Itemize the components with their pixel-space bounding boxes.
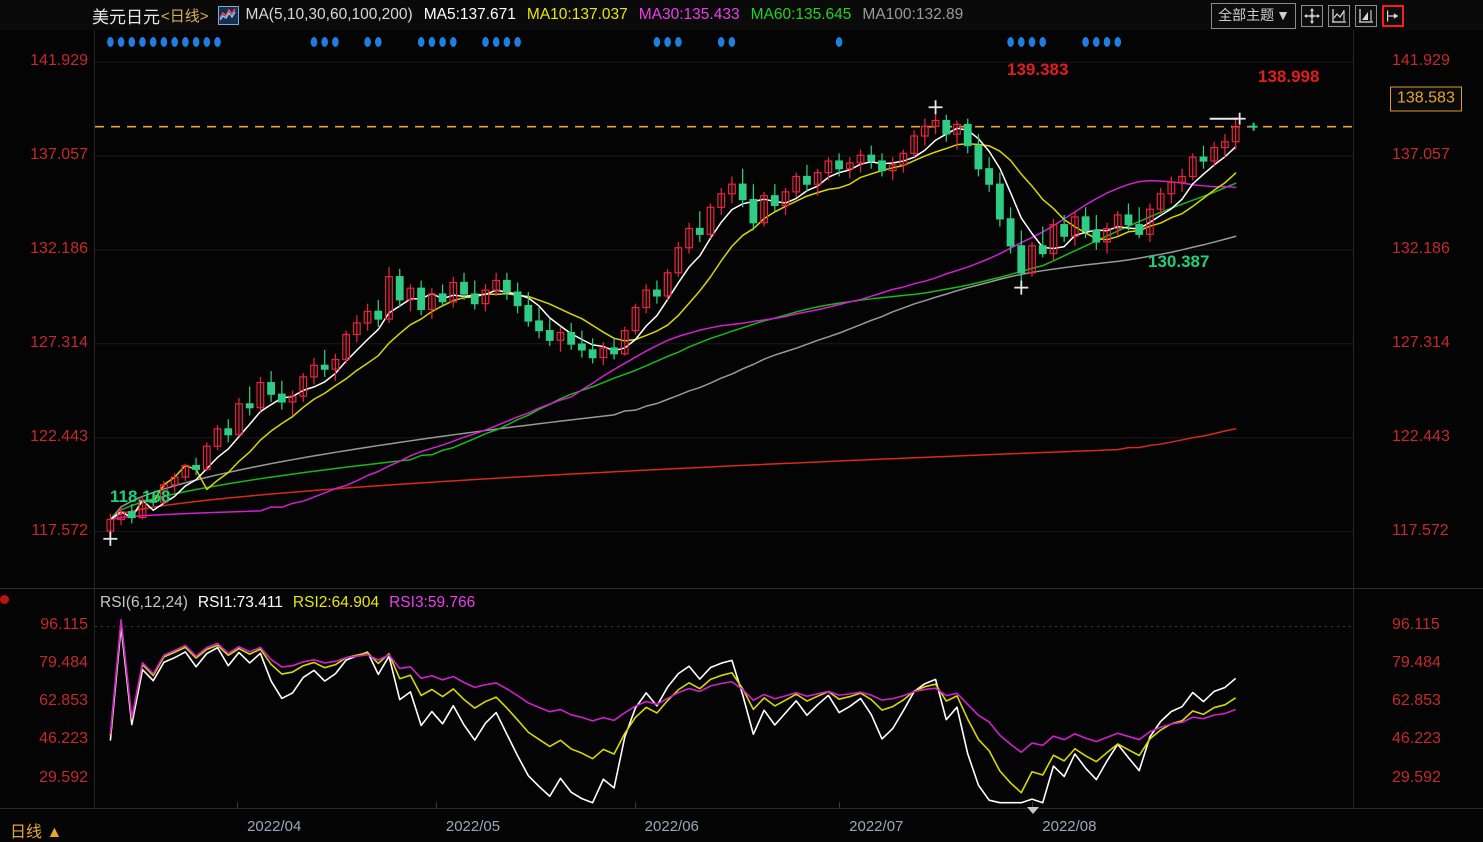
time-axis-label: 2022/07 [849,818,904,835]
time-axis-tick [435,802,437,808]
ma100-value: MA100:132.89 [862,6,964,23]
rsi3-value: RSI3:59.766 [389,594,476,611]
price-axis-left-label: 117.572 [31,521,88,539]
current-price-tag: 138.583 [1390,86,1462,112]
symbol-title-block: 美元日元 <日线> MA(5,10,30,60,100,200) MA5:137.… [92,3,974,28]
time-axis-tick [237,802,239,808]
rsi-chart-pane[interactable] [95,613,1353,805]
price-axis-right-label: 117.572 [1392,521,1449,539]
rsi-axis-left-label: 46.223 [39,730,88,748]
scale-left-axis-icon[interactable] [1328,5,1350,27]
ma5-value: MA5:137.671 [423,6,516,23]
price-candlestick-plot [95,61,1353,546]
ma10-value: MA10:137.037 [526,6,628,23]
rsi-axis-right-label: 46.223 [1392,730,1441,748]
left-axis-rule [94,30,95,808]
price-axis-left-label: 127.314 [30,333,88,351]
rsi-axis-right-label: 96.115 [1392,616,1440,634]
time-axis-tick [634,802,636,808]
price-axis-right-label: 137.057 [1392,146,1450,164]
rsi-indicator-dot[interactable] [0,595,9,604]
annotation-low-130387: 130.387 [1148,252,1210,271]
price-axis-left-label: 122.443 [30,427,88,445]
time-axis-rule [0,808,1483,809]
crosshair-move-icon[interactable] [1301,5,1323,27]
rsi-axis-left-label: 29.592 [39,768,88,786]
annotation-high-138998: 138.998 [1258,67,1320,86]
rsi-axis-right-label: 62.853 [1392,692,1441,710]
rsi-axis-left-label: 96.115 [40,616,88,634]
time-axis-cursor-caret [1027,807,1040,814]
price-axis-right-label: 141.929 [1392,52,1450,70]
theme-dropdown-label: 全部主题 [1218,7,1275,23]
rsi-axis-left-label: 62.853 [39,692,88,710]
price-axis-right-label: 132.186 [1392,239,1450,257]
price-axis-right-label: 127.314 [1392,333,1450,351]
ma-title: MA(5,10,30,60,100,200) [245,6,413,23]
time-axis-tick [839,802,841,808]
scale-right-axis-icon[interactable] [1355,5,1377,27]
chevron-down-icon: ▼ [1276,7,1290,23]
annotation-high-139383: 139.383 [1007,60,1069,79]
price-axis-left-label: 141.929 [30,52,88,70]
moving-average-legend: MA(5,10,30,60,100,200) MA5:137.671 MA10:13… [246,6,975,24]
annotation-low-118168: 118.168 [110,487,171,506]
rsi-title: RSI(6,12,24) [100,594,188,611]
rsi1-value: RSI1:73.411 [197,594,283,611]
chart-toolbar: 全部主题 ▼ [1211,3,1404,29]
chart-header: 美元日元 <日线> MA(5,10,30,60,100,200) MA5:137.… [0,0,1483,30]
period-selector-button[interactable]: 日线 ▲ [10,824,63,841]
rsi-axis-right-label: 79.484 [1392,654,1441,672]
rsi2-value: RSI2:64.904 [292,594,380,611]
event-marker-row [107,37,1122,47]
theme-dropdown[interactable]: 全部主题 ▼ [1211,3,1296,29]
time-axis-tick [1032,802,1034,808]
time-axis-label: 2022/08 [1042,818,1097,835]
price-axis-right-label: 122.443 [1392,427,1450,445]
rsi-axis-right-label: 29.592 [1392,768,1441,786]
symbol-period: <日线> [161,7,209,25]
right-axis-rule [1353,30,1354,808]
time-axis-label: 2022/06 [644,818,699,835]
ma60-value: MA60:135.645 [750,6,852,23]
price-axis-left-label: 137.057 [30,146,88,164]
time-axis-label: 2022/04 [247,818,302,835]
rsi-axis-left-label: 79.484 [39,654,88,672]
jump-to-latest-icon[interactable] [1382,5,1404,27]
pane-divider [0,588,1483,589]
time-axis-label: 2022/05 [445,818,501,835]
symbol-name: 美元日元 [92,7,160,27]
price-axis-left-label: 132.186 [30,239,88,257]
rsi-line-plot [95,618,1353,804]
ma30-value: MA30:135.433 [638,6,740,23]
price-chart-pane[interactable] [95,30,1353,585]
rsi-legend: RSI(6,12,24) RSI1:73.411 RSI2:64.904 RSI3:5… [100,594,485,612]
mini-line-chart-icon[interactable] [217,5,239,25]
